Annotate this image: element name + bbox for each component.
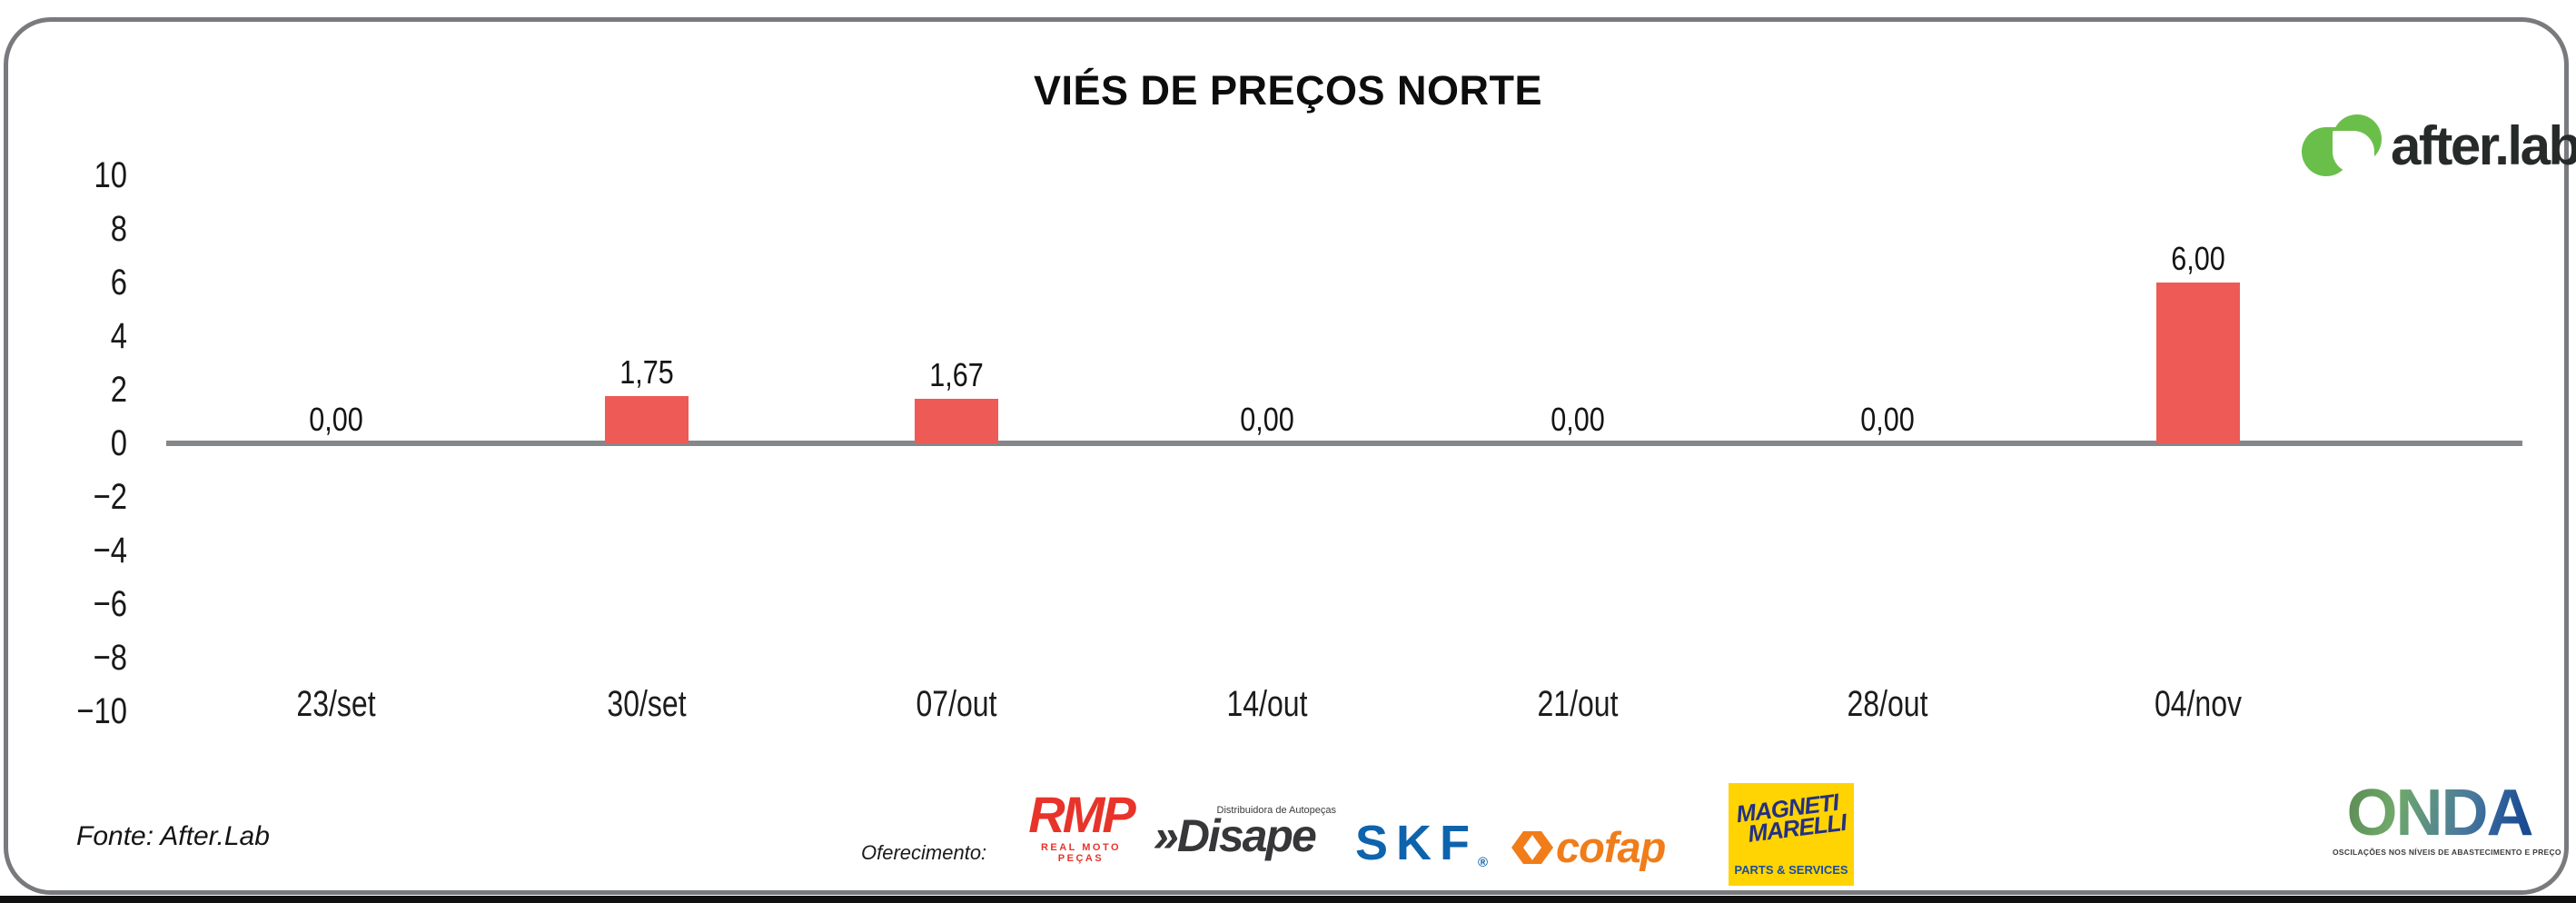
bar (2156, 283, 2240, 443)
disape-chevrons-icon: » (1154, 810, 1179, 861)
bar (604, 396, 689, 443)
y-axis-tick-label: 4 (110, 316, 127, 356)
bar-value-label: 1,67 (929, 355, 985, 393)
registered-trademark-icon: ® (1478, 855, 1489, 870)
rmp-logo-text: RMP (1028, 786, 1135, 843)
cofap-chevron-icon (1511, 831, 1553, 864)
bar-value-label: 0,00 (309, 401, 363, 438)
x-axis-category-label: 30/set (607, 684, 687, 724)
y-axis-tick-label: −10 (76, 691, 127, 731)
x-axis-category-label: 04/nov (2154, 684, 2243, 724)
y-axis-tick-label: 2 (110, 370, 127, 410)
disape-logo-text: »Disape (1154, 810, 1317, 861)
cofap-logo-text: cofap (1556, 823, 1666, 871)
sponsorship-label: Oferecimento: (861, 841, 987, 864)
bar-value-label: 0,00 (1240, 401, 1294, 438)
y-axis-tick-label: 6 (110, 263, 127, 303)
onda-logo-text: ONDA (2333, 779, 2546, 847)
x-axis-category-label: 23/set (296, 684, 376, 724)
bottom-edge-strip (0, 896, 2576, 903)
bar-value-label: 1,75 (619, 353, 674, 392)
sponsor-logo-cofap: cofap (1511, 823, 1666, 871)
x-axis-zero-line (166, 441, 2522, 446)
skf-logo-text: SKF (1355, 816, 1478, 870)
y-axis-tick-label: −8 (93, 638, 127, 678)
disape-logo-subtext: Distribuidora de Autopeças (1216, 805, 1336, 816)
bar-value-label: 0,00 (1550, 401, 1605, 438)
rmp-logo-subtext: REAL MOTO PEÇAS (1040, 842, 1122, 864)
x-axis-category-label: 07/out (916, 684, 997, 724)
y-axis-tick-label: −2 (93, 477, 127, 517)
afterlab-logo: after.lab (2302, 113, 2576, 178)
onda-logo-tagline: OSCILAÇÕES NOS NÍVEIS DE ABASTECIMENTO E… (2333, 848, 2561, 857)
sponsor-logo-rmp: RMP REAL MOTO PEÇAS (1017, 786, 1144, 865)
sponsor-logo-skf: SKF® (1355, 819, 1488, 887)
chart-card-border (4, 17, 2569, 895)
source-note: Fonte: After.Lab (76, 821, 270, 851)
sponsor-logo-onda: ONDA OSCILAÇÕES NOS NÍVEIS DE ABASTECIME… (2333, 779, 2561, 857)
sponsor-logo-magneti-marelli: MAGNETI MARELLI PARTS & SERVICES (1729, 783, 1854, 886)
y-axis-tick-label: 10 (94, 155, 127, 195)
bar-value-label: 6,00 (2171, 240, 2225, 277)
y-axis-tick-label: −4 (93, 531, 127, 571)
magneti-logo-subtext: PARTS & SERVICES (1734, 863, 1848, 877)
y-axis-tick-label: 8 (110, 209, 127, 249)
afterlab-leaf-icon (2302, 113, 2383, 178)
chart-title: VIÉS DE PREÇOS NORTE (1033, 67, 1543, 114)
sponsor-logo-disape: Distribuidora de Autopeças »Disape (1154, 805, 1340, 858)
afterlab-logo-text: after.lab (2391, 114, 2576, 176)
y-axis-tick-label: 0 (110, 423, 127, 463)
x-axis-category-label: 14/out (1226, 684, 1308, 724)
bar (915, 398, 999, 443)
x-axis-category-label: 28/out (1847, 684, 1928, 724)
x-axis-category-label: 21/out (1537, 684, 1619, 724)
y-axis-tick-label: −6 (93, 584, 127, 624)
bar-value-label: 0,00 (1860, 401, 1916, 438)
